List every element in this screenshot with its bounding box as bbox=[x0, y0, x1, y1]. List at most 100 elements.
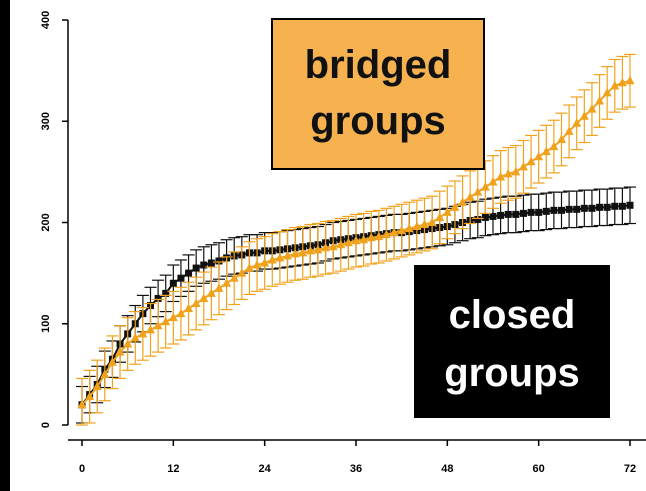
data-point bbox=[168, 312, 178, 322]
x-tick-label: 48 bbox=[441, 463, 453, 475]
data-point bbox=[222, 278, 232, 287]
data-point bbox=[313, 244, 323, 254]
y-tick-label: 200 bbox=[40, 213, 52, 231]
data-point bbox=[558, 206, 565, 214]
data-point bbox=[496, 171, 506, 181]
data-point bbox=[229, 273, 239, 282]
data-point bbox=[123, 339, 133, 348]
legend-closed-box bbox=[414, 265, 610, 418]
data-point bbox=[512, 210, 520, 218]
legend-closed-label: closed groups bbox=[444, 293, 580, 395]
data-point bbox=[199, 293, 209, 302]
data-point bbox=[542, 207, 550, 215]
data-point bbox=[595, 96, 605, 105]
data-point bbox=[518, 161, 528, 171]
x-tick-label: 72 bbox=[624, 463, 636, 475]
data-point bbox=[557, 134, 566, 143]
data-point bbox=[579, 111, 589, 120]
data-point bbox=[207, 259, 215, 267]
data-point bbox=[176, 308, 186, 318]
data-point bbox=[588, 204, 596, 212]
data-point bbox=[572, 118, 582, 127]
data-point bbox=[534, 151, 544, 161]
data-point bbox=[565, 205, 573, 213]
data-point bbox=[85, 391, 95, 401]
data-point bbox=[473, 187, 483, 196]
data-point bbox=[519, 209, 527, 217]
x-tick-label: 0 bbox=[79, 463, 85, 475]
data-point bbox=[404, 223, 414, 233]
data-point bbox=[587, 104, 597, 113]
legend-bridged-box bbox=[271, 18, 485, 170]
data-point bbox=[481, 213, 489, 221]
data-point bbox=[336, 239, 346, 249]
data-point bbox=[381, 229, 391, 239]
data-point bbox=[77, 399, 87, 409]
data-point bbox=[526, 156, 536, 166]
data-point bbox=[138, 328, 148, 338]
y-tick-label: 300 bbox=[40, 112, 52, 130]
data-point bbox=[146, 324, 155, 334]
data-point bbox=[184, 303, 194, 313]
data-point bbox=[177, 274, 185, 282]
data-point bbox=[611, 202, 619, 210]
data-point bbox=[321, 242, 331, 252]
legend-bridged: bridged groups bbox=[271, 18, 485, 170]
data-point bbox=[107, 357, 117, 366]
data-point bbox=[465, 192, 475, 201]
data-point bbox=[617, 77, 627, 87]
data-point bbox=[351, 235, 361, 245]
data-point bbox=[130, 332, 140, 342]
data-point bbox=[283, 250, 292, 260]
data-point bbox=[215, 257, 223, 265]
data-point bbox=[504, 210, 512, 218]
data-point bbox=[511, 166, 521, 176]
data-point bbox=[435, 212, 445, 221]
data-point bbox=[100, 369, 110, 378]
data-point bbox=[480, 182, 490, 191]
x-tick-label: 60 bbox=[533, 463, 545, 475]
data-point bbox=[549, 141, 559, 151]
data-point bbox=[359, 234, 369, 244]
data-point bbox=[442, 207, 452, 216]
data-point bbox=[389, 227, 399, 237]
data-point bbox=[458, 197, 468, 206]
data-point bbox=[618, 202, 626, 210]
data-point bbox=[305, 245, 315, 255]
data-point bbox=[412, 221, 422, 231]
data-point bbox=[191, 298, 201, 307]
x-axis-ticks: 0 12 24 36 48 60 72 bbox=[79, 440, 636, 475]
data-point bbox=[610, 80, 620, 90]
series-bridged-groups bbox=[76, 53, 636, 426]
data-point bbox=[564, 126, 574, 135]
data-point bbox=[298, 247, 308, 257]
data-point bbox=[192, 264, 200, 272]
data-point bbox=[626, 201, 634, 209]
y-tick-label: 100 bbox=[40, 315, 52, 333]
data-point bbox=[489, 212, 497, 220]
data-point bbox=[92, 381, 102, 391]
data-point bbox=[550, 206, 558, 214]
data-point bbox=[420, 219, 429, 229]
data-point bbox=[397, 225, 407, 235]
x-tick-label: 36 bbox=[350, 463, 362, 475]
data-point bbox=[450, 202, 460, 211]
legend-closed: closed groups bbox=[414, 265, 610, 418]
data-point bbox=[244, 263, 254, 272]
data-point bbox=[252, 260, 262, 269]
data-point bbox=[625, 75, 635, 85]
data-point bbox=[603, 203, 611, 211]
legend-bridged-label: bridged groups bbox=[305, 43, 452, 143]
y-tick-label: 400 bbox=[40, 11, 52, 29]
data-point bbox=[474, 215, 482, 223]
data-point bbox=[497, 211, 505, 219]
data-point bbox=[162, 289, 170, 297]
y-axis-ticks: 0 100 200 300 400 bbox=[40, 11, 68, 428]
data-point bbox=[527, 208, 535, 216]
x-tick-label: 12 bbox=[167, 463, 179, 475]
data-point bbox=[374, 231, 384, 241]
data-point bbox=[206, 288, 216, 297]
data-point bbox=[573, 205, 581, 213]
